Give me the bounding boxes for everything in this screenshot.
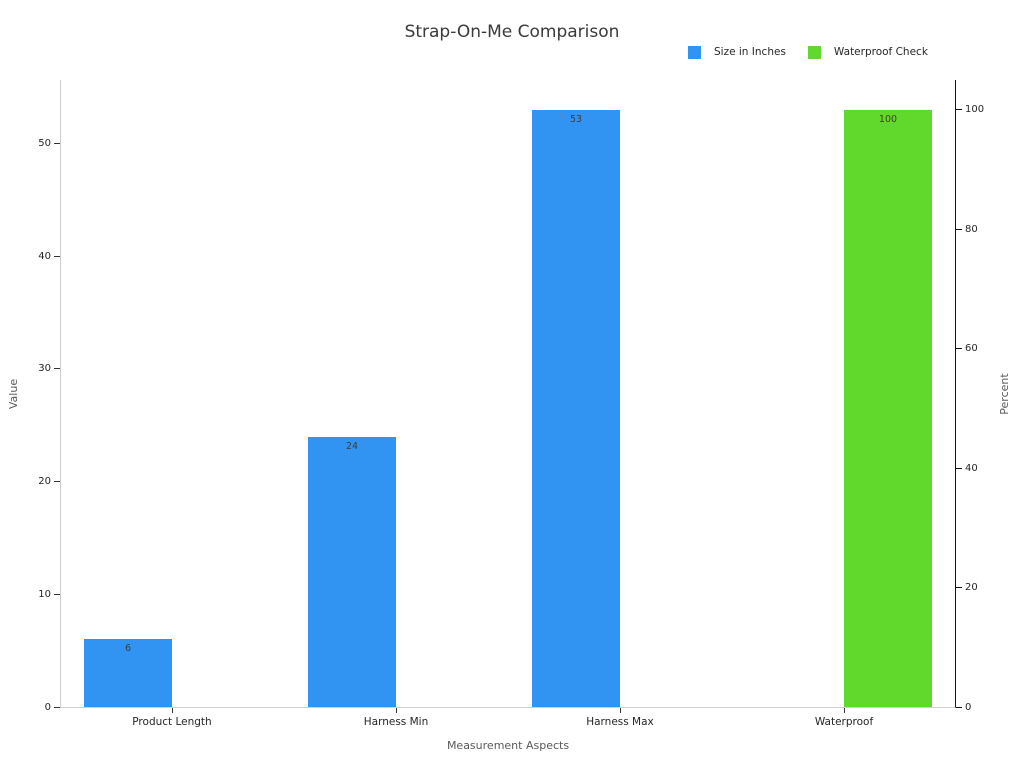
bar-waterproof	[844, 109, 932, 707]
y-axis-right-tick	[956, 228, 962, 230]
y-axis-right-tick	[956, 348, 962, 350]
x-axis-tick	[171, 708, 173, 713]
x-axis-category-label: Waterproof	[814, 716, 874, 728]
y-axis-left-tick	[54, 368, 60, 370]
legend: Size in Inches Waterproof Check	[688, 46, 950, 59]
bar-value-label: 6	[124, 643, 132, 655]
y-axis-right-tick-label: 40	[965, 462, 978, 474]
y-axis-left-tick-label: 0	[44, 701, 51, 713]
bar-value-label: 100	[878, 113, 898, 125]
y-axis-right-tick-label: 20	[965, 582, 978, 594]
legend-label-size-in-inches: Size in Inches	[714, 46, 786, 58]
bar-harness-min	[308, 436, 396, 707]
x-axis-label: Measurement Aspects	[446, 739, 570, 752]
x-axis-tick	[619, 708, 621, 713]
y-axis-left-tick	[54, 481, 60, 483]
y-axis-left-tick-label: 20	[38, 476, 51, 488]
y-axis-label-right: Percent	[998, 373, 1011, 415]
y-axis-right-tick-label: 60	[965, 343, 978, 355]
y-axis-left-tick	[54, 255, 60, 257]
y-axis-left-tick	[54, 143, 60, 145]
y-axis-left-tick	[54, 593, 60, 595]
x-axis-tick	[843, 708, 845, 713]
bar-value-label: 24	[345, 440, 359, 452]
y-axis-right-tick	[956, 587, 962, 589]
bar-value-label: 53	[569, 113, 583, 125]
y-axis-left-tick-label: 10	[38, 588, 51, 600]
legend-swatch-waterproof-check	[807, 46, 821, 59]
legend-label-waterproof-check: Waterproof Check	[833, 46, 928, 58]
x-axis-category-label: Harness Max	[586, 716, 654, 728]
y-axis-right-tick	[956, 706, 962, 708]
x-axis-tick	[395, 708, 397, 713]
y-axis-left-tick	[54, 706, 60, 708]
x-axis-category-label: Product Length	[132, 716, 212, 728]
x-axis-category-label: Harness Min	[363, 716, 429, 728]
y-axis-right-tick-label: 100	[965, 104, 985, 116]
y-axis-left-tick-label: 40	[38, 250, 51, 262]
legend-item-waterproof-check: Waterproof Check	[807, 46, 928, 59]
y-axis-left-tick-label: 30	[38, 363, 51, 375]
y-axis-right-tick-label: 0	[965, 701, 972, 713]
bar-harness-max	[532, 109, 620, 707]
plot-area	[60, 80, 956, 708]
legend-item-size-in-inches: Size in Inches	[688, 46, 786, 59]
chart-title: Strap-On-Me Comparison	[404, 22, 620, 42]
legend-swatch-size-in-inches	[688, 46, 701, 59]
bar-product-length	[84, 639, 172, 707]
y-axis-right-tick	[956, 109, 962, 111]
y-axis-right-tick	[956, 467, 962, 469]
y-axis-left-tick-label: 50	[38, 138, 51, 150]
y-axis-right-tick-label: 80	[965, 223, 978, 235]
